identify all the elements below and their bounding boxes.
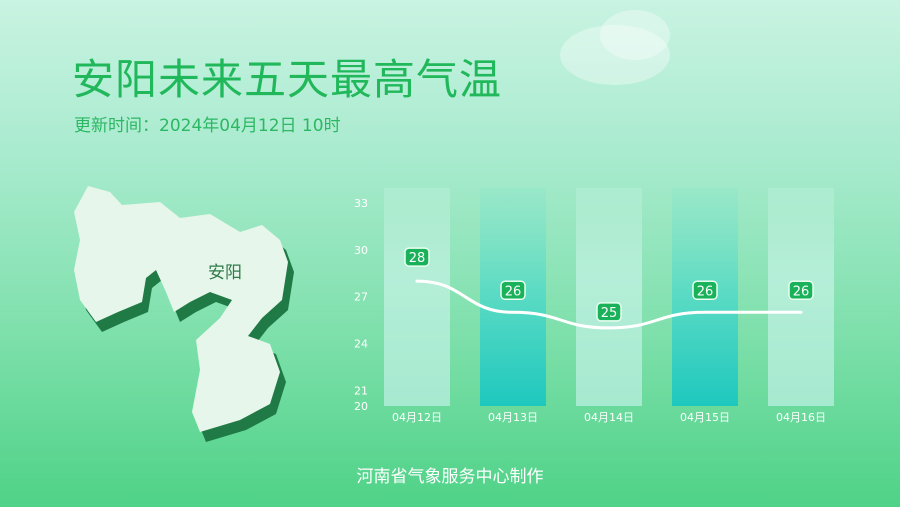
data-label: 25 xyxy=(601,306,618,321)
bar-04月12日 xyxy=(384,188,450,406)
y-tick-label: 33 xyxy=(354,197,368,210)
data-label: 28 xyxy=(409,251,426,266)
data-label-badge xyxy=(500,280,526,301)
data-label-badge xyxy=(596,302,622,322)
x-tick-label: 04月16日 xyxy=(776,411,826,424)
data-label-badge xyxy=(404,247,430,267)
cloud-decoration xyxy=(600,10,670,60)
y-tick-label: 30 xyxy=(354,244,368,257)
x-tick-label: 04月13日 xyxy=(488,411,538,424)
y-tick-label: 24 xyxy=(354,338,368,351)
bar-04月14日 xyxy=(576,188,642,406)
x-tick-label: 04月14日 xyxy=(584,411,634,424)
x-tick-label: 04月12日 xyxy=(392,411,442,424)
y-tick-label: 20 xyxy=(354,400,368,413)
cloud-decoration xyxy=(560,25,670,85)
data-label-badge xyxy=(788,280,814,301)
data-label: 26 xyxy=(697,284,714,299)
data-label: 26 xyxy=(793,284,810,299)
data-label-badge xyxy=(692,280,718,301)
temperature-line xyxy=(415,279,803,330)
x-tick-label: 04月15日 xyxy=(680,411,730,424)
anyang-map: 安阳 xyxy=(74,186,294,442)
update-time: 更新时间：2024年04月12日 10时 xyxy=(74,116,341,136)
footer-credit: 河南省气象服务中心制作 xyxy=(356,467,544,487)
map-label: 安阳 xyxy=(208,263,242,283)
y-tick-label: 21 xyxy=(354,384,368,397)
data-label: 26 xyxy=(505,284,522,299)
y-tick-label: 27 xyxy=(354,291,368,304)
map-shape xyxy=(74,186,288,432)
page-title: 安阳未来五天最高气温 xyxy=(72,55,503,104)
